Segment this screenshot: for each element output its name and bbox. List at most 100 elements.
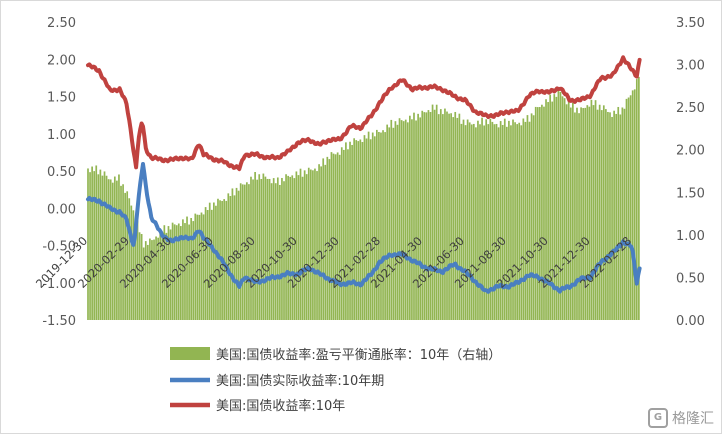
breakeven-bar	[442, 114, 444, 320]
breakeven-bar	[524, 121, 527, 321]
breakeven-bar	[285, 174, 287, 320]
breakeven-bar	[173, 224, 176, 320]
breakeven-bar	[107, 179, 110, 320]
breakeven-bar	[565, 104, 568, 320]
breakeven-bar	[569, 107, 572, 320]
breakeven-bar	[409, 115, 411, 321]
breakeven-bar	[235, 187, 238, 320]
breakeven-bar	[361, 142, 364, 320]
breakeven-bar	[260, 179, 263, 320]
breakeven-bar	[264, 176, 267, 320]
breakeven-bar	[516, 124, 518, 320]
breakeven-bar	[188, 224, 190, 320]
breakeven-bar	[433, 109, 436, 320]
breakeven-bar	[256, 179, 259, 320]
breakeven-bar	[590, 99, 593, 320]
breakeven-bar	[149, 238, 151, 320]
breakeven-bar	[487, 124, 490, 321]
breakeven-bar	[213, 202, 215, 320]
breakeven-bar	[532, 115, 535, 320]
breakeven-bar	[367, 131, 370, 320]
breakeven-bar	[398, 118, 401, 321]
breakeven-bar	[549, 94, 552, 320]
breakeven-bar	[534, 106, 537, 320]
breakeven-bar	[382, 130, 384, 320]
breakeven-bar	[349, 141, 351, 320]
breakeven-bar	[545, 99, 547, 321]
breakeven-bar	[394, 121, 397, 320]
breakeven-bar	[316, 171, 318, 320]
breakeven-bar	[192, 221, 195, 320]
breakeven-bar	[578, 113, 580, 320]
breakeven-bar	[588, 106, 591, 320]
breakeven-bar	[287, 175, 289, 320]
breakeven-bar	[600, 110, 603, 320]
breakeven-bar	[462, 119, 465, 320]
breakeven-bar	[116, 180, 118, 320]
breakeven-bar	[635, 79, 638, 320]
left-tick-label: -1.50	[42, 314, 76, 329]
breakeven-bar	[163, 225, 166, 320]
breakeven-bar	[596, 109, 599, 320]
breakeven-bar	[336, 152, 339, 320]
breakeven-bar	[613, 110, 615, 320]
breakeven-bar	[103, 171, 106, 320]
watermark-logo-icon: G	[648, 408, 668, 428]
breakeven-bar	[217, 198, 219, 320]
legend-label-breakeven: 美国:国债收益率:盈亏平衡通胀率：10年（右轴）	[216, 347, 501, 363]
breakeven-bar	[621, 107, 624, 320]
breakeven-bar	[250, 176, 252, 320]
breakeven-bar	[140, 234, 143, 320]
breakeven-bar	[314, 168, 316, 320]
breakeven-bar	[299, 168, 302, 320]
breakeven-bar	[161, 232, 164, 320]
breakeven-bar	[268, 178, 271, 320]
breakeven-bar	[124, 192, 126, 320]
breakeven-bar	[609, 112, 611, 320]
breakeven-bar	[547, 102, 549, 320]
breakeven-bar	[615, 113, 618, 320]
legend-label-nominal-yield: 美国:国债收益率:10年	[216, 398, 345, 414]
breakeven-bar	[324, 164, 327, 320]
breakeven-bar	[186, 216, 188, 320]
breakeven-bar	[291, 175, 294, 320]
breakeven-bar	[179, 226, 182, 320]
breakeven-bar	[146, 244, 149, 320]
breakeven-bar	[118, 174, 120, 320]
breakeven-bar	[470, 124, 473, 321]
breakeven-bar	[204, 207, 207, 320]
breakeven-bar	[369, 139, 372, 320]
breakeven-bar	[437, 114, 440, 320]
breakeven-bar	[528, 121, 531, 320]
breakeven-bar	[175, 225, 178, 320]
breakeven-bar	[541, 104, 543, 321]
breakeven-bar	[501, 124, 504, 320]
breakeven-bar	[489, 118, 492, 320]
breakeven-bar	[330, 152, 333, 320]
breakeven-bar	[623, 108, 626, 320]
breakeven-bar	[580, 107, 582, 321]
breakeven-bar	[227, 193, 230, 320]
breakeven-bar	[202, 214, 205, 320]
breakeven-bar	[373, 136, 376, 320]
left-axis: -1.50 -1.00 -0.50 0.00 0.50 1.00 1.50 2.00 2.50	[42, 16, 76, 329]
breakeven-bar	[538, 107, 541, 321]
breakeven-bar	[503, 118, 506, 320]
breakeven-bar	[113, 176, 116, 320]
breakeven-bar	[625, 98, 628, 320]
breakeven-bar	[334, 154, 337, 320]
breakeven-bar	[266, 178, 269, 320]
breakeven-bar	[233, 195, 236, 320]
breakeven-bar	[347, 149, 349, 320]
breakeven-bar	[446, 111, 448, 320]
right-tick-label: 1.50	[676, 186, 705, 201]
breakeven-bar	[198, 214, 201, 320]
breakeven-bar	[472, 123, 475, 320]
breakeven-bar	[93, 171, 96, 320]
breakeven-bar	[167, 226, 170, 320]
breakeven-bar	[320, 166, 322, 320]
breakeven-bar	[169, 229, 172, 320]
breakeven-bar	[390, 119, 393, 320]
left-tick-label: 1.00	[47, 128, 76, 143]
